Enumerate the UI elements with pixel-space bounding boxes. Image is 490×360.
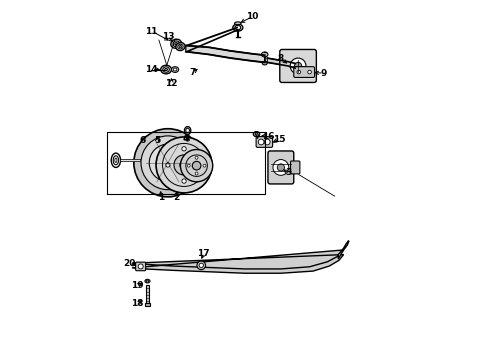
Polygon shape [338,241,349,259]
Circle shape [192,161,201,170]
Text: 8: 8 [278,54,284,63]
Circle shape [198,163,202,167]
Text: 3: 3 [285,168,291,177]
Ellipse shape [233,24,243,31]
Circle shape [182,147,186,151]
Ellipse shape [161,65,171,74]
Circle shape [166,163,170,167]
Circle shape [163,157,173,168]
Text: 12: 12 [165,79,178,88]
Circle shape [258,139,264,145]
Text: 11: 11 [146,27,158,36]
Bar [145,303,150,306]
Circle shape [180,149,213,182]
Ellipse shape [146,280,148,282]
Circle shape [297,70,300,74]
Ellipse shape [176,42,185,51]
Text: 1: 1 [158,193,164,202]
Ellipse shape [178,44,183,49]
Circle shape [199,263,203,267]
Circle shape [174,155,194,175]
Ellipse shape [145,279,150,283]
Ellipse shape [173,68,177,71]
Circle shape [265,139,270,145]
Ellipse shape [184,127,191,134]
Circle shape [197,261,205,270]
Circle shape [156,151,179,174]
Circle shape [290,58,306,74]
Text: 7: 7 [190,68,196,77]
Circle shape [182,179,186,183]
Text: 5: 5 [154,136,160,145]
Circle shape [195,172,198,175]
Text: 4: 4 [183,134,189,143]
Circle shape [149,144,187,181]
Ellipse shape [262,52,268,57]
Text: 16: 16 [262,132,274,141]
Circle shape [294,62,302,69]
Circle shape [273,159,289,175]
Circle shape [277,164,285,171]
Text: 17: 17 [197,249,210,258]
Ellipse shape [173,41,179,46]
Text: 6: 6 [140,136,146,145]
Circle shape [308,70,311,74]
Text: 20: 20 [123,259,136,268]
Bar [146,285,149,304]
FancyBboxPatch shape [294,67,315,77]
Ellipse shape [165,68,168,71]
Circle shape [141,136,195,190]
Text: 14: 14 [146,65,158,74]
FancyBboxPatch shape [256,136,272,147]
Ellipse shape [235,22,241,25]
Ellipse shape [186,128,190,133]
Text: 10: 10 [246,12,258,21]
Circle shape [187,164,190,167]
Polygon shape [139,145,155,170]
Text: 9: 9 [321,69,327,78]
Ellipse shape [255,133,258,135]
Circle shape [156,137,212,193]
Text: 19: 19 [131,281,144,290]
Circle shape [134,129,202,197]
Circle shape [138,264,143,269]
FancyBboxPatch shape [280,49,317,82]
FancyBboxPatch shape [291,161,300,174]
Ellipse shape [163,67,170,72]
Polygon shape [267,58,295,68]
Ellipse shape [179,45,182,48]
Polygon shape [143,134,155,145]
Text: 2: 2 [174,193,180,202]
Text: 18: 18 [131,299,144,308]
Ellipse shape [262,61,267,65]
FancyBboxPatch shape [136,262,146,271]
Polygon shape [186,45,265,62]
Circle shape [195,156,198,159]
Ellipse shape [186,139,190,141]
Circle shape [203,164,206,167]
FancyBboxPatch shape [268,151,294,184]
Ellipse shape [172,67,179,72]
Text: 13: 13 [162,32,174,41]
Ellipse shape [235,26,241,30]
Text: 15: 15 [273,135,285,144]
Ellipse shape [175,42,177,45]
Ellipse shape [171,39,181,48]
Polygon shape [132,250,343,273]
Ellipse shape [253,132,260,136]
